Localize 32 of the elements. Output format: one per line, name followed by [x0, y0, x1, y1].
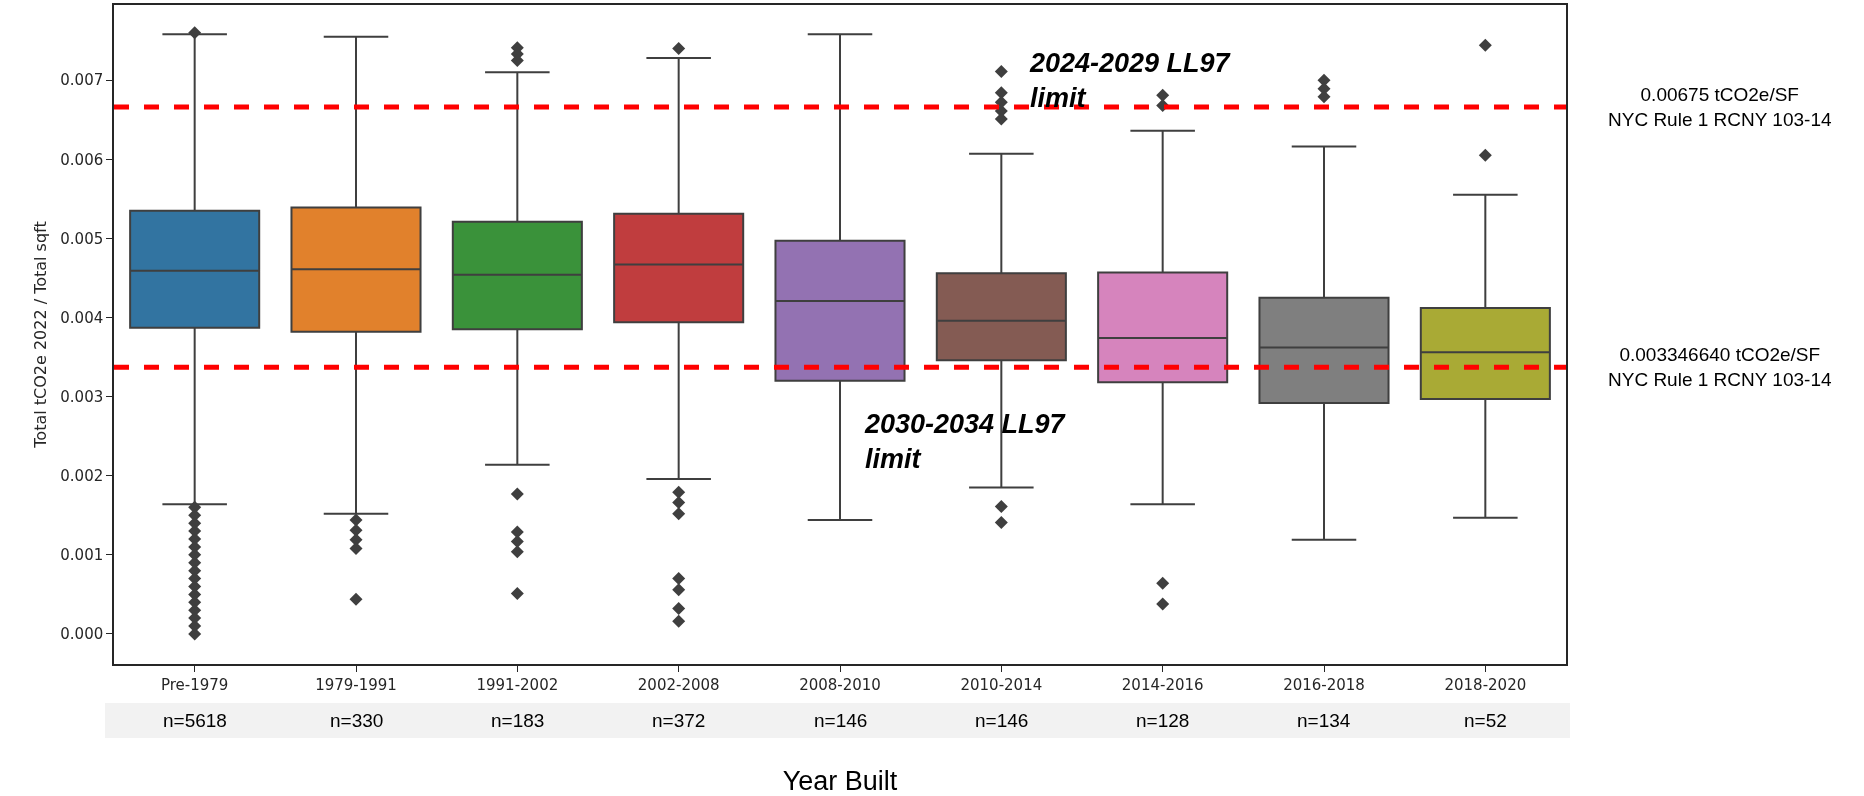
y-tick-label: 0.005	[60, 229, 104, 248]
y-tick-label: 0.004	[60, 308, 104, 327]
x-tick-label: 1979-1991	[315, 675, 397, 694]
ref-line-label: 0.003346640 tCO2e/SF NYC Rule 1 RCNY 103-14	[1608, 344, 1832, 390]
text: n=128	[1136, 710, 1190, 731]
x-tick-label: 2016-2018	[1283, 675, 1365, 694]
text: n=146	[814, 710, 868, 731]
x-tick-label: Pre-1979	[160, 675, 229, 694]
annotation: 2030-2034 LL97 limit	[864, 409, 1067, 475]
y-tick-label: 0.002	[60, 466, 104, 485]
x-tick-label: 2008-2010	[799, 675, 881, 694]
y-tick-label: 0.001	[60, 546, 104, 565]
y-tick-label: 0.006	[60, 150, 104, 169]
ref-line-label: 0.00675 tCO2e/SF NYC Rule 1 RCNY 103-14	[1608, 84, 1832, 130]
text: n=330	[330, 710, 384, 731]
text: n=5618	[163, 710, 227, 731]
text: n=52	[1464, 710, 1507, 731]
y-tick-label: 0.003	[60, 387, 104, 406]
text: n=372	[652, 710, 706, 731]
annotation: 2024-2029 LL97 limit	[1029, 48, 1232, 114]
x-tick-label: 2014-2016	[1121, 675, 1204, 694]
x-tick-label: 2018-2020	[1444, 675, 1527, 694]
y-axis-title: Total tCO2e 2022 / Total sqft	[30, 221, 50, 449]
y-tick-label: 0.007	[60, 71, 104, 90]
y-tick-label: 0.000	[60, 625, 104, 644]
text: n=134	[1297, 710, 1351, 731]
text: n=146	[975, 710, 1029, 731]
x-tick-label: 1991-2002	[476, 675, 559, 694]
x-tick-label: 2002-2008	[637, 675, 720, 694]
x-axis-title: Year Built	[782, 765, 898, 796]
text: n=183	[491, 710, 545, 731]
x-tick-label: 2010-2014	[960, 675, 1043, 694]
